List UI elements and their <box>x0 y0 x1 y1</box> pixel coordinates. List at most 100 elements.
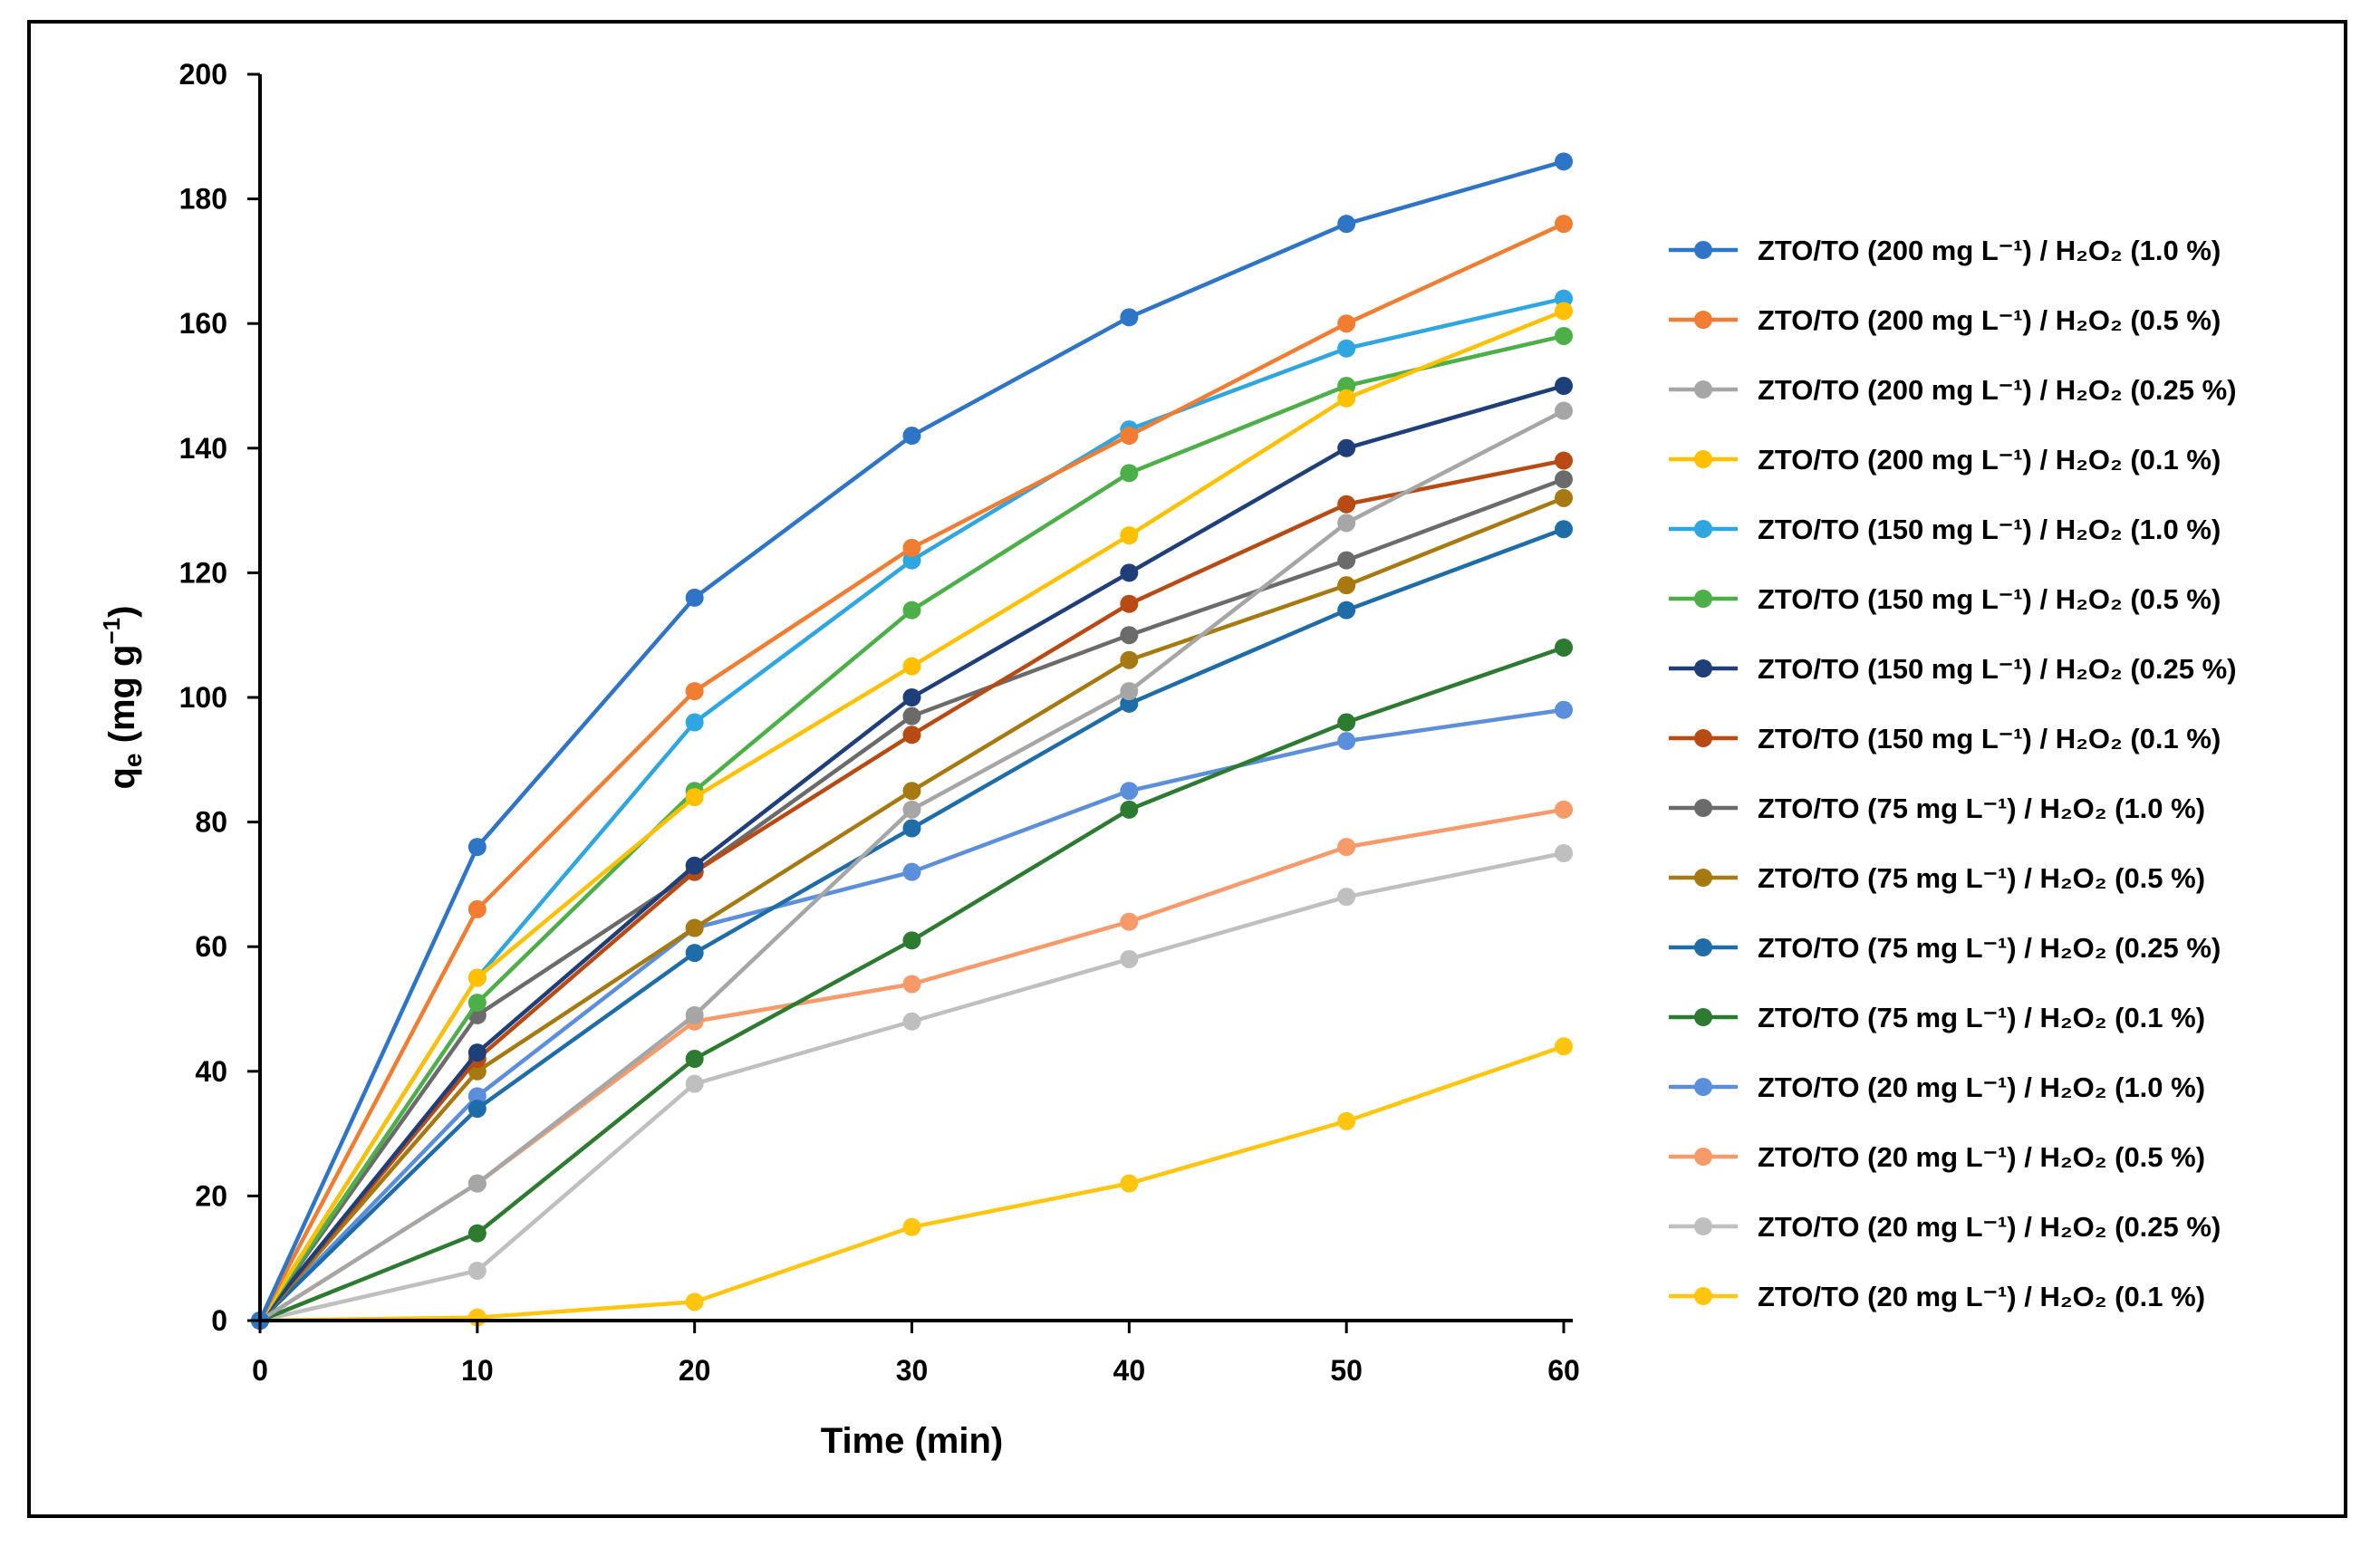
data-point <box>1555 1037 1573 1056</box>
data-point <box>1337 389 1356 408</box>
data-point <box>467 994 487 1013</box>
data-point <box>1120 1174 1139 1193</box>
data-point <box>1555 326 1573 345</box>
data-point <box>902 427 921 446</box>
y-tick-label: 80 <box>195 806 227 839</box>
series-11 <box>251 520 1573 1330</box>
legend-entry: ZTO/TO (75 mg L⁻¹) / H₂O₂ (1.0 %) <box>1669 793 2205 824</box>
data-point <box>1337 495 1356 514</box>
series-12 <box>251 638 1573 1330</box>
plot-area <box>251 152 1573 1330</box>
legend-marker <box>1694 1078 1712 1096</box>
data-point <box>1337 601 1356 620</box>
data-point <box>902 538 921 557</box>
legend-marker <box>1694 450 1712 468</box>
data-point <box>685 1292 704 1312</box>
legend-entry: ZTO/TO (20 mg L⁻¹) / H₂O₂ (0.25 %) <box>1669 1211 2221 1243</box>
figure-frame <box>27 20 2347 1518</box>
legend-entry: ZTO/TO (20 mg L⁻¹) / H₂O₂ (0.5 %) <box>1669 1141 2205 1173</box>
legend-entry: ZTO/TO (200 mg L⁻¹) / H₂O₂ (0.25 %) <box>1669 374 2237 406</box>
legend-entry: ZTO/TO (75 mg L⁻¹) / H₂O₂ (0.1 %) <box>1669 1002 2205 1033</box>
y-axis-title-close: ) <box>102 606 142 618</box>
y-axis-title-sub: e <box>119 753 147 767</box>
y-tick-label: 140 <box>179 432 227 465</box>
legend-label: ZTO/TO (150 mg L⁻¹) / H₂O₂ (0.5 %) <box>1758 583 2221 615</box>
data-point <box>1120 800 1139 819</box>
legend-marker <box>1694 659 1712 677</box>
data-point <box>902 819 921 838</box>
y-tick-label: 200 <box>179 58 227 91</box>
tick-labels: 0 20 40 60 80 100 120 140 160 180 200 0 10 20 30 40 50 60 <box>179 58 1580 1387</box>
x-tick-label: 0 <box>252 1354 268 1387</box>
legend-label: ZTO/TO (20 mg L⁻¹) / H₂O₂ (0.1 %) <box>1758 1281 2205 1312</box>
data-point <box>1337 438 1356 457</box>
legend-entry: ZTO/TO (20 mg L⁻¹) / H₂O₂ (1.0 %) <box>1669 1071 2205 1103</box>
series-line <box>258 383 1565 1322</box>
data-point <box>467 838 487 857</box>
y-tick-label: 180 <box>179 183 227 216</box>
legend-label: ZTO/TO (20 mg L⁻¹) / H₂O₂ (1.0 %) <box>1758 1071 2205 1103</box>
legend-marker <box>1694 799 1712 817</box>
data-point <box>1120 464 1139 483</box>
data-point <box>1337 551 1356 570</box>
data-point <box>1555 451 1573 470</box>
legend-label: ZTO/TO (75 mg L⁻¹) / H₂O₂ (0.5 %) <box>1758 862 2205 894</box>
legend-label: ZTO/TO (200 mg L⁻¹) / H₂O₂ (1.0 %) <box>1758 235 2221 266</box>
data-point <box>1120 694 1139 713</box>
x-tick-label: 50 <box>1330 1354 1363 1387</box>
data-point <box>685 1074 704 1093</box>
x-tick-label: 30 <box>896 1354 929 1387</box>
data-point <box>902 601 921 620</box>
data-point <box>1337 838 1356 857</box>
data-point <box>467 1224 487 1243</box>
legend-entry: ZTO/TO (200 mg L⁻¹) / H₂O₂ (0.5 %) <box>1669 304 2221 336</box>
legend-marker <box>1694 311 1712 329</box>
y-axis-title-q: q <box>102 767 142 789</box>
legend-entry: ZTO/TO (150 mg L⁻¹) / H₂O₂ (1.0 %) <box>1669 514 2221 545</box>
data-point <box>1555 401 1573 420</box>
legend-marker <box>1694 729 1712 747</box>
legend-entry: ZTO/TO (200 mg L⁻¹) / H₂O₂ (1.0 %) <box>1669 235 2221 266</box>
x-tick-label: 60 <box>1547 1354 1580 1387</box>
data-point <box>1120 594 1139 613</box>
data-point <box>902 551 921 570</box>
data-point <box>1120 912 1139 931</box>
y-tick-label: 120 <box>179 556 227 589</box>
data-point <box>1120 782 1139 801</box>
legend-marker <box>1694 1148 1712 1166</box>
data-point <box>1337 215 1356 234</box>
legend-marker <box>1694 241 1712 259</box>
data-point <box>685 918 704 937</box>
data-point <box>1120 308 1139 327</box>
legend-label: ZTO/TO (200 mg L⁻¹) / H₂O₂ (0.5 %) <box>1758 304 2221 336</box>
data-point <box>1120 949 1139 968</box>
data-point <box>902 1217 921 1236</box>
y-tick-label: 60 <box>195 930 227 963</box>
legend-label: ZTO/TO (75 mg L⁻¹) / H₂O₂ (1.0 %) <box>1758 793 2205 824</box>
y-tick-label: 0 <box>211 1304 227 1337</box>
y-axis-title: qe (mg g−1) <box>98 606 147 790</box>
legend-entry: ZTO/TO (150 mg L⁻¹) / H₂O₂ (0.5 %) <box>1669 583 2221 615</box>
data-point <box>1120 626 1139 645</box>
data-point <box>1555 377 1573 395</box>
data-point <box>902 782 921 801</box>
data-point <box>1337 888 1356 907</box>
legend-label: ZTO/TO (75 mg L⁻¹) / H₂O₂ (0.25 %) <box>1758 932 2221 964</box>
data-point <box>1555 520 1573 539</box>
series-1 <box>251 152 1573 1330</box>
data-point <box>1555 844 1573 862</box>
series-line <box>258 527 1565 1322</box>
legend-label: ZTO/TO (20 mg L⁻¹) / H₂O₂ (0.25 %) <box>1758 1211 2221 1243</box>
data-point <box>1337 377 1356 395</box>
data-point <box>685 588 704 607</box>
legend-entry: ZTO/TO (200 mg L⁻¹) / H₂O₂ (0.1 %) <box>1669 444 2221 476</box>
y-tick-label: 100 <box>179 681 227 714</box>
legend-marker <box>1694 380 1712 399</box>
legend-marker <box>1694 1287 1712 1305</box>
data-point <box>467 1043 487 1062</box>
data-point <box>685 1005 704 1024</box>
data-point <box>685 944 704 963</box>
data-point <box>1337 1111 1356 1130</box>
x-tick-label: 20 <box>679 1354 711 1387</box>
